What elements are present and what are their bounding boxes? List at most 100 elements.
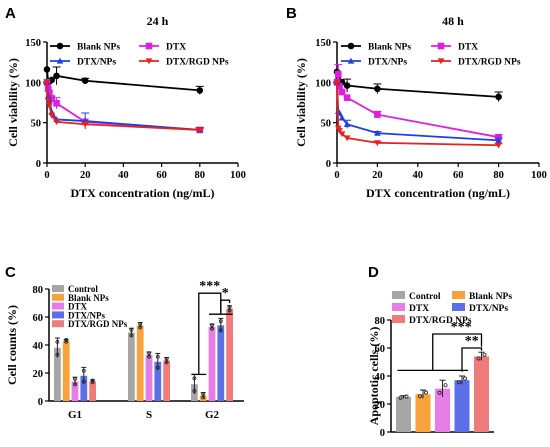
p3-legend-label-1: Blank NPs — [469, 292, 512, 302]
p1-point-2-5 — [374, 129, 381, 136]
p2-legend-label-2: DTX — [68, 302, 88, 312]
p2-bar-0-4 — [89, 381, 96, 401]
p1-legend-label-1: DTX — [458, 43, 478, 53]
p0-y-tick-label-2: 100 — [25, 78, 41, 89]
p3-dot-b-3 — [462, 376, 467, 381]
p0-series-line-0 — [46, 69, 200, 92]
p2-y-tick-label-1: 20 — [33, 369, 44, 380]
p3-bar-0 — [396, 397, 411, 432]
p3-dot-a-3 — [456, 380, 461, 385]
p1-x-tick-label-5: 100 — [531, 170, 547, 181]
p2-dot-b-2-3 — [218, 328, 223, 333]
p3-legend-label-4: DTX/RGD NPs — [409, 316, 472, 326]
panel-letter-d: D — [368, 264, 379, 281]
p0-legend-marker-0 — [56, 42, 64, 50]
p2-dot-a-0-3 — [81, 368, 86, 373]
p0-x-axis-label: DTX concentration (ng/mL) — [71, 186, 215, 200]
p3-y-tick-label-3: 60 — [375, 344, 386, 355]
p2-legend-label-4: DTX/RGD NPs — [68, 319, 128, 329]
p3-legend-swatch-0 — [392, 291, 405, 299]
p2-bar-0-2 — [71, 381, 79, 401]
p3-bracket-big — [432, 333, 483, 371]
p1-x-tick-label-3: 60 — [453, 170, 464, 181]
p0-point-3-2 — [46, 103, 53, 110]
p3-dot-a-1 — [417, 394, 422, 399]
p2-y-tick-label-2: 40 — [33, 341, 44, 352]
p2-dot-b-2-0 — [192, 389, 197, 393]
p2-dot-a-0-1 — [64, 338, 69, 342]
p2-dot-a-1-2 — [147, 351, 151, 356]
p2-dot-a-0-2 — [73, 376, 77, 381]
p1-point-2-3 — [338, 114, 346, 121]
p2-dot-a-2-0 — [192, 376, 197, 381]
p2-legend-swatch-4 — [52, 320, 64, 328]
p2-y-tick-label-0: 0 — [38, 397, 43, 408]
p2-category-label-1: S — [146, 409, 152, 421]
panel-letter-b: B — [286, 5, 297, 22]
p3-legend-swatch-3 — [452, 303, 465, 311]
p0-point-0-4 — [53, 72, 60, 80]
p0-y-tick-label-1: 50 — [31, 119, 42, 130]
p2-y-tick-label-3: 60 — [33, 313, 44, 324]
p1-point-3-2 — [336, 128, 343, 135]
p2-dot-a-1-1 — [138, 321, 143, 326]
p3-y-tick-label-1: 20 — [375, 400, 386, 411]
p1-point-1-4 — [343, 94, 351, 101]
p3-dot-a-0 — [398, 395, 403, 400]
p2-bar-2-4 — [226, 308, 233, 401]
p2-legend-label-1: Blank NPs — [68, 293, 109, 303]
p2-legend-label-3: DTX/NPs — [68, 310, 105, 320]
p2-significance-label-0: *** — [199, 279, 220, 294]
p2-dot-a-0-0 — [55, 340, 60, 344]
p0-y-tick-label-3: 150 — [25, 38, 41, 49]
p2-bar-0-3 — [80, 375, 88, 401]
p0-point-3-3 — [48, 112, 56, 119]
p3-dot-a-4 — [476, 356, 481, 361]
p2-y-axis-label: Cell counts (%) — [5, 305, 19, 385]
p1-point-0-5 — [374, 85, 381, 93]
p2-dot-b-0-2 — [73, 382, 77, 387]
p0-legend-label-3: DTX/RGD NPs — [166, 58, 229, 68]
p3-y-tick-label-4: 80 — [375, 316, 386, 327]
p3-y-tick-label-2: 40 — [375, 372, 386, 383]
p1-legend-label-3: DTX/RGD NPs — [458, 58, 521, 68]
p2-bar-1-2 — [145, 354, 153, 401]
p2-y-tick-label-4: 80 — [33, 285, 44, 296]
p3-legend-label-3: DTX/NPs — [469, 304, 508, 314]
p1-y-tick-label-2: 100 — [315, 78, 331, 89]
p0-point-1-4 — [53, 100, 60, 107]
p2-legend-swatch-0 — [52, 285, 64, 292]
p2-dot-b-0-1 — [64, 339, 69, 344]
p1-legend-label-2: DTX/NPs — [368, 58, 407, 68]
p1-point-2-4 — [343, 120, 351, 127]
p2-dot-b-1-1 — [138, 325, 143, 330]
p1-point-3-0 — [333, 79, 341, 86]
p2-dot-b-0-3 — [81, 379, 86, 384]
p3-dot-a-2 — [437, 390, 442, 395]
p1-point-1-3 — [338, 88, 346, 96]
p0-legend-marker-1 — [145, 42, 153, 50]
p0-x-tick-label-4: 80 — [195, 170, 206, 181]
p2-dot-b-1-4 — [164, 360, 169, 365]
p3-bar-3 — [454, 380, 470, 432]
p0-point-1-3 — [48, 95, 56, 102]
p3-dot-b-2 — [443, 383, 448, 388]
p2-dot-a-2-2 — [210, 323, 214, 328]
p1-y-tick-label-0: 0 — [326, 159, 331, 170]
p2-dot-a-2-3 — [218, 319, 223, 324]
p3-significance-label-0: *** — [451, 320, 472, 335]
p2-legend-swatch-1 — [52, 293, 64, 301]
p0-point-0-5 — [81, 77, 89, 85]
p1-point-3-4 — [343, 135, 351, 142]
p3-dot-b-0 — [404, 394, 409, 399]
p1-x-tick-label-0: 0 — [334, 170, 339, 181]
p1-point-3-5 — [374, 140, 381, 147]
p0-point-0-6 — [196, 87, 204, 94]
p2-dot-b-1-2 — [147, 354, 151, 359]
p0-legend-marker-3 — [145, 58, 153, 65]
p0-x-tick-label-5: 100 — [230, 170, 246, 181]
p1-point-1-5 — [374, 111, 381, 118]
p0-x-tick-label-2: 40 — [118, 170, 129, 181]
p2-bar-1-0 — [128, 332, 135, 401]
p3-legend-swatch-1 — [452, 291, 465, 299]
